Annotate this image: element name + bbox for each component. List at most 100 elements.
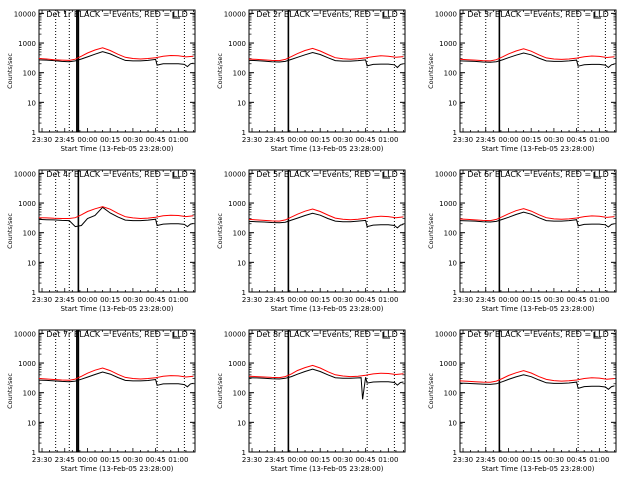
- series-line-lld: [459, 208, 615, 222]
- x-tick-label: 00:30: [333, 456, 353, 464]
- x-tick-label: 00:15: [100, 456, 120, 464]
- x-axis-label: Start Time (13-Feb-05 23:28:00): [270, 145, 383, 153]
- x-tick-label: 00:15: [310, 296, 330, 304]
- x-tick-label: 00:30: [544, 136, 564, 144]
- x-axis-label: Start Time (13-Feb-05 23:28:00): [270, 305, 383, 313]
- x-tick-label: 01:00: [589, 456, 609, 464]
- y-tick-label: 1: [242, 289, 246, 297]
- y-tick-label: 10000: [435, 170, 457, 178]
- y-tick-label: 1000: [439, 200, 457, 208]
- chart-panel-6: 1 10 100 1000 10000 23:30 23:45 00:00 00:15 00:30…: [427, 169, 617, 313]
- x-tick-label: 00:00: [287, 296, 307, 304]
- y-tick-label: 1000: [18, 200, 36, 208]
- x-tick-label: 00:30: [333, 296, 353, 304]
- chart-title: Det 8r BLACK = Events, RED = LLD: [256, 330, 398, 339]
- y-tick-label: 1000: [228, 360, 246, 368]
- x-axis-label: Start Time (13-Feb-05 23:28:00): [60, 305, 173, 313]
- plot-frame: [38, 169, 196, 293]
- y-tick-label: 10000: [224, 10, 246, 18]
- chart-panel-9: 1 10 100 1000 10000 23:30 23:45 00:00 00:15 00:30…: [427, 329, 617, 473]
- chart-title: Det 1r BLACK = Events, RED = LLD: [46, 10, 188, 19]
- plot-frame: [248, 169, 406, 293]
- chart-panel-5: 1 10 100 1000 10000 23:30 23:45 00:00 00:15 00:30…: [216, 169, 406, 313]
- y-tick-label: 10000: [435, 330, 457, 338]
- x-tick-label: 23:45: [476, 456, 496, 464]
- y-tick-label: 10000: [224, 170, 246, 178]
- x-tick-label: 00:45: [567, 456, 587, 464]
- series-line-events: [248, 212, 404, 229]
- x-axis-label: Start Time (13-Feb-05 23:28:00): [60, 465, 173, 473]
- x-tick-label: 01:00: [378, 136, 398, 144]
- y-tick-label: 1000: [228, 40, 246, 48]
- plot-frame: [459, 329, 617, 453]
- y-tick-label: 100: [23, 70, 36, 78]
- x-tick-label: 23:45: [55, 456, 75, 464]
- x-tick-label: 23:30: [32, 456, 52, 464]
- x-tick-label: 23:45: [265, 136, 285, 144]
- series-line-events: [459, 211, 615, 228]
- y-axis-label: Counts/sec: [216, 213, 224, 249]
- plot-frame: [248, 9, 406, 133]
- x-tick-label: 00:45: [146, 136, 166, 144]
- x-tick-label: 00:00: [77, 136, 97, 144]
- y-tick-label: 100: [233, 70, 246, 78]
- y-tick-label: 1000: [228, 200, 246, 208]
- x-tick-label: 00:30: [333, 136, 353, 144]
- plot-frame: [38, 329, 196, 453]
- plot-frame: [459, 9, 617, 133]
- y-tick-label: 1000: [18, 40, 36, 48]
- series-line-lld: [38, 367, 194, 381]
- x-tick-label: 00:45: [356, 136, 376, 144]
- x-tick-label: 00:30: [544, 296, 564, 304]
- y-tick-label: 10000: [14, 330, 36, 338]
- chart-panel-7: 1 10 100 1000 10000 23:30 23:45 00:00 00:15 00:30…: [6, 329, 196, 473]
- chart-panel-8: 1 10 100 1000 10000 23:30 23:45 00:00 00:15 00:30…: [216, 329, 406, 473]
- x-tick-label: 00:00: [77, 296, 97, 304]
- series-line-events: [38, 206, 194, 228]
- chart-title: Det 7r BLACK = Events, RED = LLD: [46, 330, 188, 339]
- y-axis-label: Counts/sec: [216, 373, 224, 409]
- y-tick-label: 100: [444, 230, 457, 238]
- x-axis-label: Start Time (13-Feb-05 23:28:00): [481, 145, 594, 153]
- plot-frame: [459, 169, 617, 293]
- y-tick-label: 10: [237, 259, 246, 267]
- x-tick-label: 00:45: [356, 296, 376, 304]
- corner-mark: [382, 172, 390, 179]
- y-tick-label: 100: [444, 390, 457, 398]
- x-tick-label: 23:30: [242, 456, 262, 464]
- chart-title: Det 9r BLACK = Events, RED = LLD: [467, 330, 609, 339]
- x-tick-label: 00:45: [356, 456, 376, 464]
- corner-mark: [172, 332, 180, 339]
- chart-panel-3: 1 10 100 1000 10000 23:30 23:45 00:00 00:15 00:30…: [427, 9, 617, 153]
- x-tick-label: 23:45: [265, 456, 285, 464]
- y-axis-label: Counts/sec: [427, 53, 435, 89]
- chart-title: Det 4r BLACK = Events, RED = LLD: [46, 170, 188, 179]
- y-tick-label: 1: [242, 449, 246, 457]
- y-tick-label: 10000: [14, 10, 36, 18]
- series-line-lld: [248, 208, 404, 222]
- x-axis-label: Start Time (13-Feb-05 23:28:00): [481, 465, 594, 473]
- x-tick-label: 23:45: [265, 296, 285, 304]
- series-line-events: [38, 51, 194, 68]
- y-tick-label: 1000: [439, 40, 457, 48]
- y-tick-label: 1: [32, 449, 36, 457]
- x-axis-label: Start Time (13-Feb-05 23:28:00): [270, 465, 383, 473]
- y-tick-label: 10: [237, 99, 246, 107]
- series-line-events: [38, 371, 194, 388]
- x-tick-label: 00:30: [123, 296, 143, 304]
- x-tick-label: 01:00: [168, 456, 188, 464]
- chart-panel-2: 1 10 100 1000 10000 23:30 23:45 00:00 00:15 00:30…: [216, 9, 406, 153]
- x-tick-label: 00:45: [146, 456, 166, 464]
- series-line-lld: [248, 47, 404, 62]
- y-tick-label: 10: [27, 419, 36, 427]
- x-tick-label: 23:45: [55, 136, 75, 144]
- y-tick-label: 10000: [435, 10, 457, 18]
- x-tick-label: 23:30: [32, 136, 52, 144]
- corner-mark: [593, 332, 601, 339]
- y-axis-label: Counts/sec: [6, 213, 14, 249]
- series-line-events: [248, 51, 404, 69]
- x-tick-label: 00:45: [146, 296, 166, 304]
- x-tick-label: 00:45: [567, 136, 587, 144]
- x-tick-label: 00:30: [123, 456, 143, 464]
